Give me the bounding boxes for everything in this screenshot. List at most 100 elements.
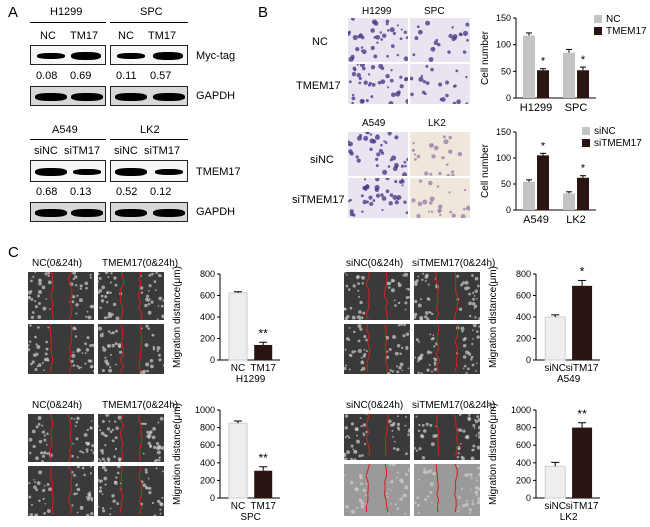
bar-NC-H1299 [523, 35, 535, 98]
a-tmem-band-4 [155, 169, 183, 175]
bar-TMEM17-SPC [577, 70, 589, 98]
y-tick-label-4: 800 [516, 269, 531, 279]
bar-siTMEM17-A549 [537, 155, 549, 210]
b-image-h1299-tmem17 [348, 64, 408, 104]
a-gapdh-label-1: GAPDH [196, 90, 236, 102]
b-top-col-1: H1299 [362, 6, 392, 17]
significance-marker: ** [259, 326, 269, 340]
a-top-cell-2: SPC [140, 6, 163, 18]
a-bottom-cell-2: LK2 [140, 124, 160, 136]
a-top-value-4: 0.57 [150, 70, 172, 82]
a-tmem-band-1 [35, 168, 67, 176]
legend-swatch-1 [582, 139, 590, 147]
c-lk2-header-1: siNC(0&24h) [346, 400, 404, 411]
a-top-lane-1: NC [40, 30, 56, 42]
c-spc-header-2: TMEM17(0&24h) [102, 400, 179, 411]
significance-0: * [541, 140, 546, 152]
a-gapdh-label-2: GAPDH [196, 206, 236, 218]
c-image-a549-sinc-24h [344, 324, 410, 374]
c-image-spc-tmem17-24h [98, 466, 164, 516]
c-image-spc-tmem17-0h [98, 414, 164, 462]
a-myc-blot-2 [110, 45, 188, 65]
a-top-underline-1 [30, 22, 106, 23]
y-tick-label-3: 150 [496, 127, 511, 137]
y-tick-label-1: 200 [516, 334, 531, 344]
significance-1: * [581, 54, 586, 66]
y-tick-label-5: 1000 [511, 405, 531, 415]
b-bottom-row-1: siNC [310, 154, 334, 166]
a-gapdh-blot-4 [110, 202, 188, 222]
legend-label-0: NC [606, 14, 620, 25]
b-image-spc-nc [410, 18, 470, 62]
cell-line-label: LK2 [560, 512, 578, 523]
legend-swatch-0 [582, 127, 590, 135]
y-tick-label-0: 0 [210, 355, 215, 365]
c-h1299-header-2: TMEM17(0&24h) [102, 258, 179, 269]
x-category-label-0: A549 [523, 214, 549, 226]
b-top-row-1: NC [312, 36, 328, 48]
a-gapdh-blot-1 [30, 86, 106, 106]
bar-siTM17 [572, 285, 593, 360]
a-tmem-blot-1 [30, 160, 106, 182]
a-myc-label: Myc-tag [196, 50, 236, 62]
c-image-lk2-sitmem17-24h [414, 464, 480, 516]
c-a549-header-1: siNC(0&24h) [346, 258, 404, 269]
y-tick-label-2: 100 [496, 153, 511, 163]
x-category-label-1: siTM17 [566, 363, 599, 374]
a-bottom-lane-4: siTM17 [144, 145, 181, 157]
bar-TM17 [254, 344, 273, 360]
x-category-label-0: NC [231, 363, 245, 374]
a-bottom-value-3: 0.52 [116, 186, 138, 198]
x-category-label-1: TM17 [250, 363, 276, 374]
a-myc-band-2 [71, 52, 101, 60]
y-tick-label-3: 150 [496, 13, 511, 23]
c-image-lk2-sitmem17-0h [414, 414, 480, 460]
a-top-value-1: 0.08 [36, 70, 58, 82]
bar-NC [228, 422, 248, 499]
chart-cell-number-a549-lk2: 0 50 100 150 Cell number A549 * LK2 * siNCsiTMEM1… [480, 126, 642, 226]
cell-line-label: H1299 [236, 374, 266, 385]
a-tmem-label: TMEM17 [196, 166, 241, 178]
y-tick-label-3: 600 [516, 440, 531, 450]
y-tick-label-1: 50 [501, 179, 511, 189]
c-image-a549-sitmem17-0h [414, 272, 480, 320]
a-bottom-lane-1: siNC [34, 145, 58, 157]
x-category-label-0: NC [231, 501, 245, 512]
legend-label-1: siTMEM17 [594, 138, 642, 149]
a-bottom-underline-1 [30, 139, 106, 140]
b-bottom-col-2: LK2 [428, 118, 446, 129]
c-lk2-header-2: siTMEM17(0&24h) [412, 400, 496, 411]
a-myc-band-4 [153, 52, 183, 60]
b-image-a549-sinc [348, 132, 408, 176]
chart-migration-spc: 0 200 400 600 800 1000 Migration distance(μm) N… [172, 403, 280, 523]
y-tick-label-3: 600 [516, 291, 531, 301]
a-top-value-3: 0.11 [116, 70, 137, 82]
y-tick-label-4: 800 [516, 423, 531, 433]
y-tick-label-2: 400 [200, 312, 215, 322]
panel-label-b: B [258, 4, 269, 21]
x-category-label-0: siNC [544, 363, 566, 374]
y-tick-label-2: 400 [200, 458, 215, 468]
c-image-h1299-nc-0h [28, 272, 94, 320]
panel-label-c: C [8, 244, 19, 261]
x-category-label-1: LK2 [566, 214, 586, 226]
y-axis-label: Migration distance(μm) [172, 403, 183, 505]
y-tick-label-1: 200 [200, 475, 215, 485]
legend-label-0: siNC [594, 126, 616, 137]
c-spc-header-1: NC(0&24h) [32, 400, 83, 411]
bar-NC-SPC [563, 52, 575, 98]
x-category-label-1: SPC [565, 102, 588, 114]
b-bottom-row-2: siTMEM17 [292, 194, 345, 206]
significance-marker: ** [577, 407, 587, 421]
y-tick-label-1: 200 [516, 475, 531, 485]
c-image-spc-nc-24h [28, 466, 94, 516]
x-category-label-0: H1299 [520, 102, 552, 114]
chart-migration-a549: 0 200 400 600 800 Migration distance(μm) siNC s… [488, 264, 600, 385]
y-tick-label-0: 0 [506, 93, 511, 103]
b-top-col-2: SPC [424, 6, 445, 17]
x-category-label-0: siNC [544, 501, 566, 512]
a-bottom-value-1: 0.68 [36, 186, 58, 198]
a-bottom-value-4: 0.12 [150, 186, 172, 198]
y-axis-label: Migration distance(μm) [172, 266, 183, 368]
bar-siTMEM17-LK2 [577, 177, 589, 210]
